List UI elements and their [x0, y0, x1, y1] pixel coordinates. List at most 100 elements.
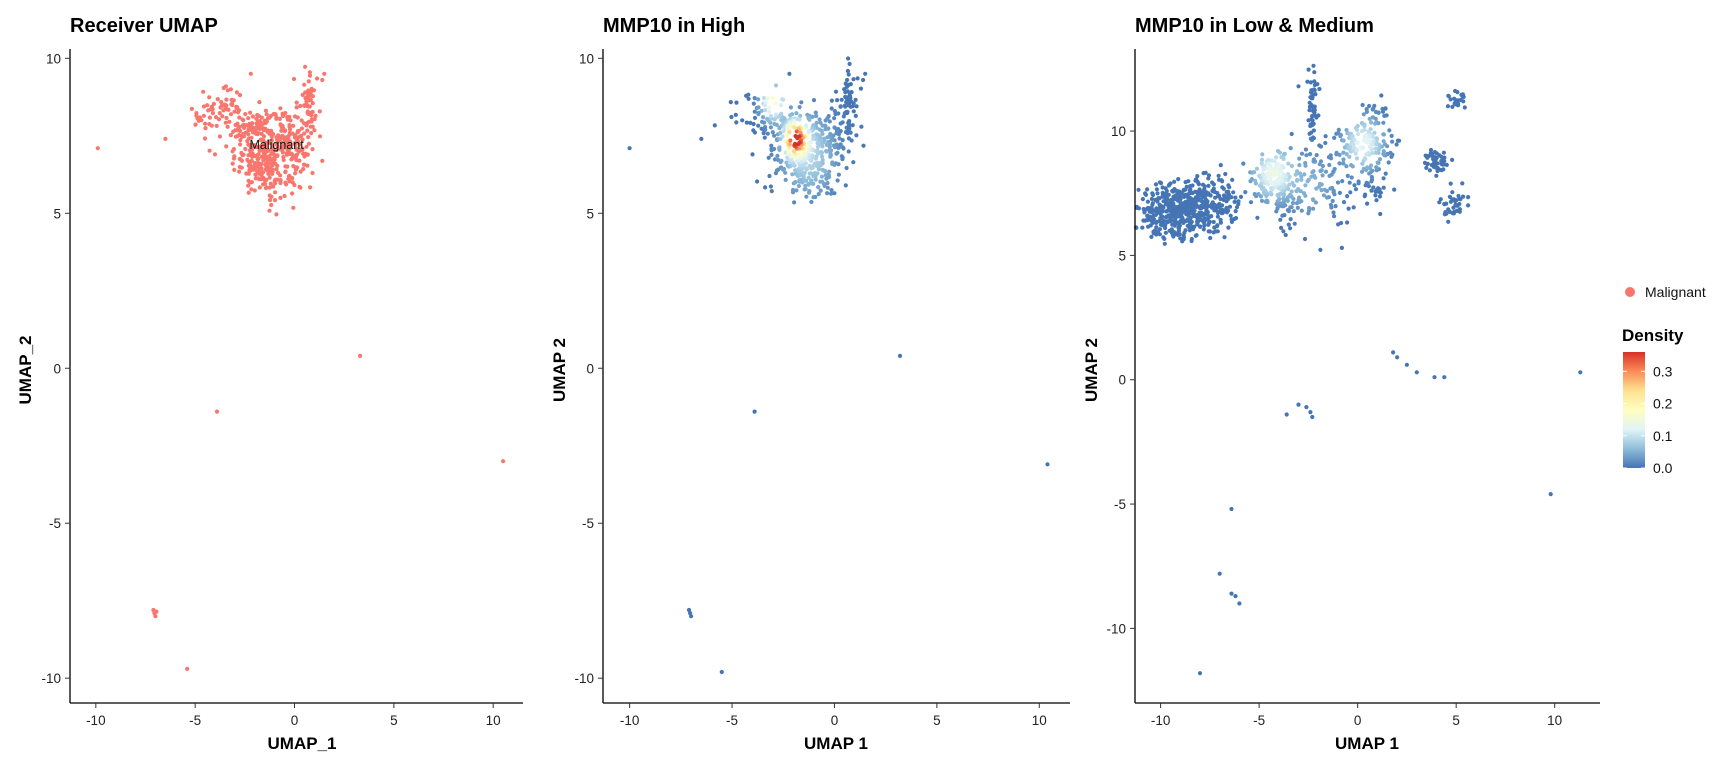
cell-point — [235, 105, 240, 110]
cell-point — [1459, 92, 1464, 97]
cell-point — [841, 114, 846, 119]
cell-point — [1229, 506, 1234, 512]
cell-point — [302, 131, 307, 136]
cell-point — [218, 105, 223, 110]
cell-point — [752, 96, 757, 101]
cell-point — [302, 82, 307, 87]
cell-point — [246, 190, 251, 195]
cell-point — [1442, 202, 1447, 207]
cell-point — [792, 120, 797, 125]
cell-point — [1254, 166, 1260, 171]
cell-point — [832, 191, 837, 196]
cell-point — [1278, 217, 1283, 222]
cell-point — [1223, 171, 1228, 177]
cell-point — [244, 171, 249, 176]
cell-point — [780, 134, 785, 139]
cell-point — [1190, 183, 1195, 188]
cell-point — [1456, 193, 1461, 199]
cell-point — [788, 105, 794, 110]
cell-point — [229, 97, 234, 102]
cell-point — [299, 126, 304, 131]
cell-point — [838, 104, 843, 109]
cell-point — [201, 113, 206, 118]
cell-point — [239, 165, 244, 170]
cell-point — [845, 68, 851, 74]
cell-point — [783, 177, 788, 182]
cell-point — [1264, 198, 1269, 203]
cell-point — [246, 183, 251, 188]
cell-point — [209, 123, 214, 128]
cell-point — [1377, 157, 1383, 162]
cell-point — [282, 193, 287, 199]
cell-point — [1218, 163, 1223, 168]
cell-point — [729, 114, 734, 120]
cell-point — [1278, 201, 1283, 206]
cell-point — [228, 87, 233, 92]
cell-point — [292, 114, 298, 119]
cell-point — [1299, 208, 1304, 213]
cell-point — [1281, 156, 1286, 161]
cell-point — [1381, 176, 1386, 181]
cell-point — [1345, 194, 1350, 199]
cell-point — [1289, 205, 1294, 210]
cell-point — [1233, 216, 1239, 221]
cell-point — [287, 132, 292, 138]
cell-point — [256, 156, 261, 161]
cell-point — [261, 182, 266, 187]
cell-point — [282, 129, 287, 134]
cell-point — [1289, 189, 1294, 194]
x-tick-label: 0 — [291, 713, 299, 728]
cell-point — [1423, 153, 1428, 158]
cell-point — [274, 116, 279, 121]
cell-point — [1331, 210, 1336, 215]
cell-point — [1267, 174, 1272, 179]
cell-point — [728, 100, 733, 105]
cell-point — [751, 121, 756, 127]
cell-point — [819, 154, 825, 159]
cell-point — [236, 125, 241, 130]
cell-point — [310, 101, 315, 106]
cell-point — [1290, 180, 1295, 185]
cell-point — [1383, 171, 1388, 176]
cell-point — [1310, 96, 1315, 101]
cell-point — [1370, 107, 1375, 112]
cell-point — [811, 195, 816, 200]
cell-point — [1310, 118, 1315, 123]
cell-point — [1289, 163, 1294, 169]
y-ticks: -10 -5 0 5 10 — [41, 51, 70, 686]
cell-point — [1227, 185, 1232, 190]
cell-point — [1314, 153, 1319, 158]
cell-point — [1350, 134, 1355, 139]
y-tick-label: -5 — [1114, 497, 1126, 512]
cell-point — [264, 119, 269, 124]
cell-point — [227, 119, 232, 124]
cell-point — [261, 158, 266, 163]
cell-point — [802, 170, 807, 175]
cell-point — [235, 121, 240, 126]
cell-point — [1291, 209, 1296, 214]
x-ticks: -10 -5 0 5 10 — [620, 703, 1047, 728]
cell-point — [1272, 159, 1277, 164]
cell-point — [1281, 229, 1286, 234]
cell-point — [1366, 150, 1371, 155]
cell-point — [1308, 152, 1313, 157]
cell-point — [1162, 218, 1167, 224]
cell-point — [291, 123, 296, 128]
cell-point — [1299, 151, 1305, 156]
cell-point — [226, 107, 231, 112]
cell-point — [269, 147, 274, 152]
cell-point — [751, 101, 756, 106]
cell-point — [832, 125, 837, 130]
cell-point — [835, 98, 840, 103]
x-tick-label: -10 — [86, 713, 106, 728]
cell-point — [303, 96, 308, 101]
cell-point — [816, 192, 821, 197]
cell-point — [268, 139, 273, 144]
cell-point — [269, 202, 274, 208]
cell-point — [280, 133, 285, 138]
cell-point — [1303, 163, 1308, 168]
cell-point — [752, 130, 758, 135]
cell-point — [1335, 180, 1341, 185]
cell-point — [792, 200, 797, 205]
cell-point — [831, 143, 837, 148]
